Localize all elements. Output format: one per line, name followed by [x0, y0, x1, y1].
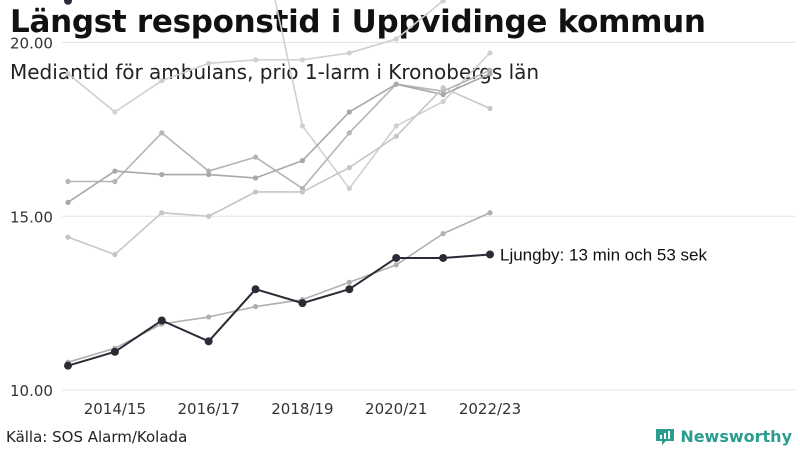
data-point	[252, 57, 259, 63]
data-point	[346, 185, 352, 192]
data-point	[487, 50, 493, 56]
x-tick-label: 2022/23	[459, 400, 521, 418]
x-axis-ticks: 2014/15 2016/17 2018/19 2020/21 2022/23	[84, 400, 521, 418]
data-point	[487, 105, 493, 112]
data-point	[440, 98, 446, 105]
series-line-background	[274, 0, 491, 190]
x-tick-label: 2020/21	[365, 400, 427, 418]
data-point	[65, 234, 71, 240]
data-point	[65, 199, 71, 205]
data-point	[252, 175, 259, 181]
data-point	[65, 71, 71, 77]
series-line-background	[68, 69, 491, 190]
x-tick-label: 2016/17	[178, 400, 240, 418]
y-tick-label: 10.00	[10, 382, 53, 400]
series-line-uppvidinge	[67, 0, 71, 2]
gridlines	[62, 42, 795, 391]
data-point	[487, 71, 493, 77]
data-point	[392, 253, 401, 262]
data-point	[393, 262, 399, 268]
data-point	[159, 171, 165, 178]
data-point	[157, 316, 166, 325]
background-series	[65, 0, 493, 365]
data-point	[345, 285, 354, 294]
brand-name: Newsworthy	[680, 426, 792, 446]
data-point	[299, 57, 306, 63]
data-point	[159, 78, 165, 84]
series-line-background	[67, 73, 491, 204]
data-point	[487, 210, 493, 216]
data-point	[206, 171, 212, 178]
data-point	[159, 130, 165, 136]
data-point	[440, 231, 446, 237]
data-point	[440, 0, 446, 4]
highlighted-series	[64, 0, 494, 370]
brand-logo: Newsworthy	[655, 426, 792, 446]
data-point	[346, 109, 352, 115]
data-point	[206, 213, 212, 219]
data-point	[252, 189, 259, 195]
data-point	[159, 210, 165, 216]
data-point	[393, 36, 399, 42]
data-point	[206, 60, 212, 66]
data-point	[204, 337, 213, 346]
data-point	[251, 285, 260, 294]
data-point	[393, 81, 399, 87]
data-point	[346, 50, 352, 56]
data-point	[393, 123, 399, 129]
data-point	[439, 253, 448, 262]
chart-title: Längst responstid i Uppvidinge kommun	[10, 4, 706, 40]
data-point	[64, 0, 72, 5]
data-point	[346, 165, 352, 171]
y-tick-label: 15.00	[10, 208, 53, 226]
data-point	[252, 304, 259, 310]
data-point	[112, 251, 118, 258]
data-point	[299, 123, 306, 129]
data-point	[112, 109, 118, 115]
data-point	[252, 154, 259, 160]
data-point	[346, 130, 352, 136]
y-tick-label: 20.00	[10, 35, 53, 53]
series-line-background	[67, 86, 491, 256]
data-point	[298, 299, 307, 308]
data-point	[486, 250, 494, 259]
data-point	[440, 85, 446, 91]
series-label: Ljungby: 13 min och 53 sek	[500, 245, 707, 264]
x-tick-label: 2014/15	[84, 400, 146, 418]
x-tick-label: 2018/19	[271, 400, 333, 418]
series-line-ljungby	[67, 253, 491, 367]
source-note: Källa: SOS Alarm/Kolada	[6, 428, 188, 446]
series-labels: Uppvidinge: 26 minLjungby: 13 min och 53…	[500, 245, 707, 264]
data-point	[299, 158, 306, 164]
data-point	[64, 361, 72, 370]
series-line-background	[67, 0, 447, 113]
data-point	[440, 92, 446, 98]
data-point	[110, 347, 119, 356]
data-point	[112, 178, 118, 185]
chart-subtitle: Mediantid för ambulans, prio 1-larm i Kr…	[10, 60, 540, 84]
data-point	[112, 168, 118, 174]
data-point	[393, 133, 399, 139]
chart-logo-icon	[656, 429, 675, 445]
data-point	[299, 189, 306, 195]
data-point	[206, 314, 212, 320]
data-point	[346, 279, 352, 285]
data-point	[65, 178, 71, 185]
